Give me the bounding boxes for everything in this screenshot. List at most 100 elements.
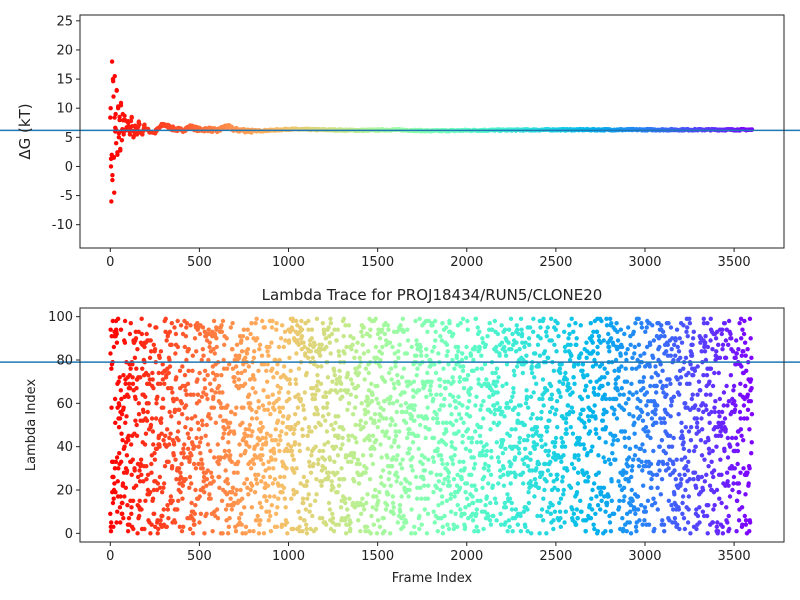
lambda-point: [108, 520, 114, 525]
lambda-point: [655, 372, 661, 378]
lambda-point: [672, 492, 677, 497]
lambda-point: [679, 429, 685, 434]
lambda-point: [581, 375, 587, 380]
lambda-point: [671, 435, 676, 441]
lambda-point: [541, 316, 546, 322]
lambda-point: [425, 511, 431, 517]
lambda-x-tick-label: 1500: [361, 549, 394, 564]
delta-g-point: [111, 94, 116, 99]
lambda-point: [238, 511, 244, 517]
lambda-point: [410, 388, 416, 393]
lambda-point: [703, 340, 708, 345]
lambda-point: [251, 355, 257, 361]
lambda-point: [279, 429, 284, 434]
lambda-panel: Lambda Trace for PROJ18434/RUN5/CLONE20 …: [0, 286, 800, 586]
lambda-point: [190, 531, 196, 536]
lambda-point: [251, 528, 256, 534]
lambda-point: [183, 388, 188, 393]
lambda-point: [367, 437, 372, 443]
lambda-point: [306, 492, 311, 497]
lambda-point: [284, 466, 289, 471]
lambda-point: [599, 362, 605, 367]
lambda-point: [646, 522, 652, 527]
lambda-point: [507, 496, 513, 501]
lambda-point: [621, 498, 626, 504]
lambda-point: [649, 485, 654, 491]
lambda-point: [148, 531, 153, 536]
lambda-point: [131, 526, 136, 532]
lambda-point: [669, 502, 674, 508]
lambda-point: [412, 403, 417, 408]
lambda-point: [708, 338, 713, 343]
lambda-point: [544, 479, 549, 484]
lambda-point: [208, 448, 213, 454]
lambda-point: [653, 364, 658, 369]
lambda-point: [219, 329, 225, 335]
lambda-point: [314, 383, 319, 389]
lambda-point: [243, 531, 248, 536]
lambda-point: [120, 437, 125, 443]
lambda-point: [570, 390, 575, 395]
lambda-point: [355, 457, 361, 462]
lambda-point: [720, 342, 726, 348]
lambda-point: [111, 344, 117, 350]
lambda-point: [315, 461, 321, 467]
lambda-point: [162, 463, 168, 469]
lambda-point: [642, 351, 647, 356]
lambda-point: [283, 505, 288, 510]
lambda-point: [340, 394, 345, 400]
lambda-point: [505, 528, 510, 534]
lambda-point: [161, 485, 166, 491]
lambda-point: [118, 494, 123, 499]
lambda-point: [586, 418, 592, 423]
lambda-point: [460, 316, 466, 322]
lambda-point: [654, 383, 659, 389]
lambda-point: [456, 394, 461, 400]
lambda-point: [251, 461, 257, 467]
lambda-point: [229, 507, 235, 512]
lambda-point: [273, 457, 278, 462]
lambda-point: [214, 507, 220, 512]
lambda-point: [297, 442, 302, 447]
lambda-point: [165, 502, 170, 508]
lambda-point: [264, 368, 269, 374]
lambda-point: [197, 331, 203, 337]
lambda-point: [116, 424, 122, 430]
lambda-point: [514, 364, 520, 369]
lambda-point: [545, 424, 550, 430]
lambda-point: [548, 472, 553, 478]
lambda-point: [589, 496, 594, 501]
lambda-point: [606, 331, 611, 337]
lambda-point: [692, 368, 698, 374]
lambda-point: [525, 463, 531, 469]
lambda-point: [735, 448, 741, 454]
lambda-point: [320, 448, 326, 454]
lambda-point: [114, 331, 119, 337]
lambda-point: [334, 338, 339, 343]
lambda-point: [180, 364, 185, 369]
lambda-point: [673, 338, 678, 343]
delta-g-axes-frame: [79, 14, 785, 249]
lambda-point: [621, 485, 627, 491]
lambda-point: [573, 522, 579, 527]
lambda-point: [634, 528, 639, 534]
lambda-x-tick-label: 0: [106, 549, 114, 564]
lambda-point: [187, 485, 192, 491]
lambda-point: [117, 416, 123, 421]
lambda-point: [218, 455, 224, 460]
lambda-point: [282, 474, 287, 480]
lambda-point: [690, 392, 695, 397]
lambda-point: [714, 329, 720, 335]
lambda-point: [693, 403, 698, 408]
lambda-point: [197, 440, 203, 445]
lambda-point: [724, 383, 729, 389]
lambda-point: [265, 483, 271, 488]
lambda-point: [270, 481, 276, 486]
lambda-point: [239, 338, 244, 343]
lambda-point: [251, 349, 257, 354]
lambda-point: [676, 507, 682, 512]
lambda-point: [361, 507, 367, 512]
lambda-point: [681, 440, 686, 445]
lambda-point: [649, 476, 654, 482]
lambda-point: [189, 453, 194, 458]
